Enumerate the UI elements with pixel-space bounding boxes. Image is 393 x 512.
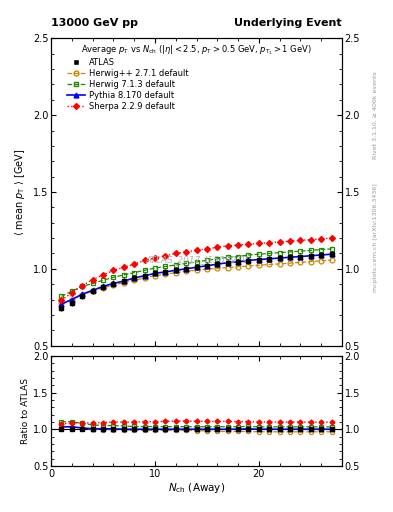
Text: Rivet 3.1.10, ≥ 400k events: Rivet 3.1.10, ≥ 400k events	[373, 71, 378, 159]
Y-axis label: $\langle$ mean $p_{\mathrm{T}}$ $\rangle$ [GeV]: $\langle$ mean $p_{\mathrm{T}}$ $\rangle…	[13, 148, 27, 236]
Text: Underlying Event: Underlying Event	[234, 17, 342, 28]
Text: 13000 GeV pp: 13000 GeV pp	[51, 17, 138, 28]
Text: mcplots.cern.ch [arXiv:1306.3436]: mcplots.cern.ch [arXiv:1306.3436]	[373, 184, 378, 292]
Y-axis label: Ratio to ATLAS: Ratio to ATLAS	[21, 378, 30, 444]
Text: ATLAS_2017_I1509919: ATLAS_2017_I1509919	[145, 255, 248, 264]
X-axis label: $N_{\mathrm{ch}}$ (Away): $N_{\mathrm{ch}}$ (Away)	[168, 481, 225, 496]
Text: Average $p_{\mathrm{T}}$ vs $N_{\mathrm{ch}}$ ($|\eta| < 2.5$, $p_{\mathrm{T}} >: Average $p_{\mathrm{T}}$ vs $N_{\mathrm{…	[81, 43, 312, 56]
Legend: ATLAS, Herwig++ 2.7.1 default, Herwig 7.1.3 default, Pythia 8.170 default, Sherp: ATLAS, Herwig++ 2.7.1 default, Herwig 7.…	[67, 58, 189, 111]
